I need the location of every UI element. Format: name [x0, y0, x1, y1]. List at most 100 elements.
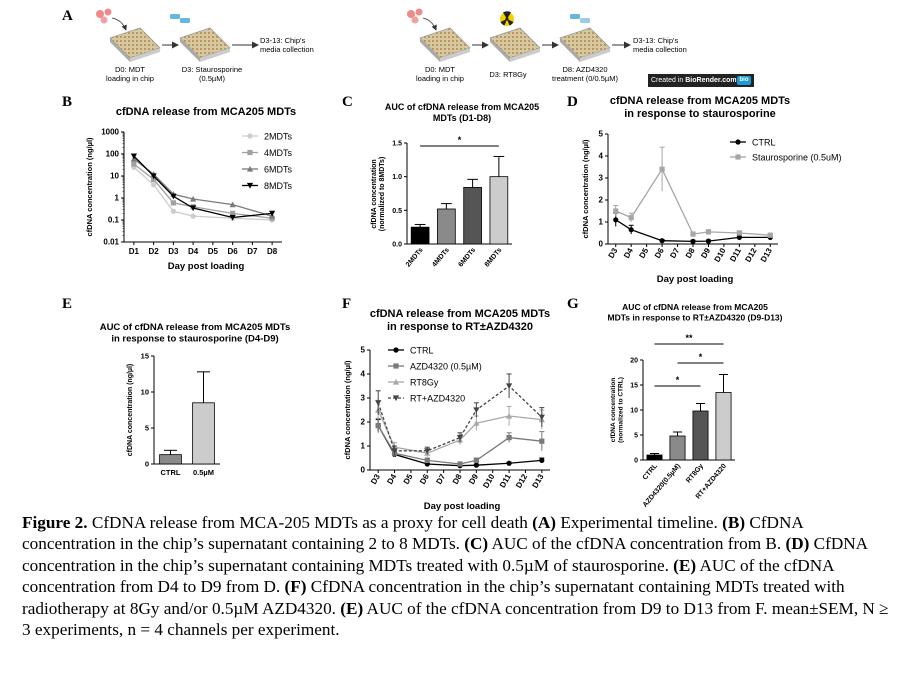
data-point-1	[424, 457, 430, 463]
chart-title-1: MDTs in response to RT±AZD4320 (D9-D13)	[607, 313, 782, 323]
legend-label-3: RT+AZD4320	[410, 394, 465, 404]
data-point-0	[170, 208, 176, 214]
chip-icon-d0-right	[419, 27, 471, 62]
y-tick-label: 0	[634, 458, 638, 465]
data-point-0	[659, 238, 665, 244]
y-tick-label: 5	[361, 346, 366, 355]
chart-title-1: MDTs (D1-D8)	[433, 113, 491, 123]
data-point-1	[539, 438, 545, 444]
y-axis-label-0: cfDNA concentration	[610, 378, 617, 442]
radiation-icon	[500, 11, 514, 26]
x-tick-label: D13	[759, 246, 774, 264]
timeline-right-d3-label: D3: RT8Gy	[489, 70, 527, 79]
bar-0	[159, 454, 182, 465]
chip-icon-d3-right	[489, 27, 541, 62]
chart-title-1: in response to staurosporine (D4-D9)	[111, 334, 278, 345]
x-tick-label: D8	[267, 247, 278, 256]
data-point-0	[690, 238, 696, 244]
bar-0	[646, 454, 663, 461]
timeline-left-end-label: D3-13: Chip's media collection	[260, 36, 314, 54]
chart-title-1: in response to RT±AZD4320	[387, 321, 533, 333]
x-tick-label: D3	[607, 246, 620, 260]
x-tick-label: D6	[418, 472, 431, 486]
x-tick-label: D8	[451, 472, 464, 486]
data-point-1	[473, 457, 479, 463]
data-point-1	[659, 166, 665, 172]
data-point-1	[131, 161, 137, 167]
legend-label-0: CTRL	[752, 138, 776, 148]
x-tick-label: RT8Gy	[685, 463, 705, 485]
caption-bold-2: (B)	[722, 513, 746, 532]
legend-label-2: RT8Gy	[410, 378, 439, 388]
data-point-3	[375, 400, 382, 406]
data-point-1	[375, 423, 381, 429]
chart-title: cfDNA release from MCA205 MDTs	[116, 106, 296, 118]
x-tick-label: 6MDTs	[457, 247, 477, 269]
biorender-credit-tag: bio	[739, 77, 749, 83]
biorender-credit-box	[648, 74, 754, 87]
panel-letter-a: A	[62, 8, 73, 24]
data-point-0	[613, 217, 619, 223]
timeline-left-d3-label: D3: Staurosporine (0.5µM)	[181, 65, 243, 83]
data-point-1	[767, 232, 773, 238]
x-tick-label: D9	[467, 472, 480, 486]
x-tick-label: D4	[385, 472, 398, 486]
y-axis-label-1: (normalized to CTRL)	[618, 377, 625, 443]
x-axis-label: Day post loading	[168, 261, 245, 272]
x-tick-label: D5	[208, 247, 219, 256]
data-point-3	[391, 448, 398, 454]
legend-label-1: 4MDTs	[264, 148, 293, 158]
figure-caption: Figure 2. CfDNA release from MCA-205 MDT…	[22, 512, 894, 640]
chip-icon-d3-left	[179, 27, 231, 62]
y-tick-label: 2	[599, 196, 604, 205]
x-tick-label: D6	[653, 246, 666, 260]
y-axis-label-0: cfDNA concentration (ng/µl)	[581, 139, 590, 239]
x-tick-label: D11	[498, 472, 513, 489]
chart-title-0: AUC of cfDNA release from MCA205 MDTs	[100, 322, 291, 333]
timeline-left-d0-label: D0: MDT loading in chip	[106, 65, 154, 83]
legend-marker-2	[246, 165, 254, 172]
caption-text-7: AUC of the cfDNA concentration from D9 t…	[22, 598, 889, 640]
y-tick-label: 10	[630, 408, 638, 415]
data-point-2	[505, 412, 513, 419]
legend-marker-1	[393, 363, 399, 369]
x-tick-label: CTRL	[161, 468, 181, 477]
y-axis-label-0: cfDNA concentration (ng/µl)	[343, 360, 352, 460]
legend-label-3: 8MDTs	[264, 181, 293, 191]
bar-2	[463, 187, 482, 245]
data-point-1	[151, 176, 157, 183]
panel-letter-f: F	[342, 296, 352, 312]
x-tick-label: 8MDTs	[484, 247, 504, 269]
y-tick-label: 10	[110, 172, 119, 181]
y-tick-label: 5	[634, 433, 638, 440]
legend-marker-3	[392, 395, 400, 402]
x-axis-label: Day post loading	[657, 274, 734, 285]
chart-title-1: in response to staurosporine	[624, 108, 776, 120]
timeline-right-d0-label: D0: MDT loading in chip	[416, 65, 464, 83]
data-point-1	[230, 210, 236, 216]
significance-label-0: **	[685, 333, 693, 343]
series-line-0	[377, 425, 542, 467]
chart-e: 0 5 10 15 CTRL 0.5µM AUC of cfDNA release from…	[100, 322, 291, 477]
data-point-0	[628, 227, 634, 233]
x-tick-label: D9	[699, 246, 712, 260]
chart-title-0: cfDNA release from MCA205 MDTs	[370, 308, 550, 320]
x-tick-label: D13	[530, 472, 545, 490]
y-axis-label-0: cfDNA concentration (ng/µl)	[85, 137, 94, 237]
series-line-2	[377, 409, 542, 454]
series-line-1	[133, 163, 273, 219]
biorender-credit: Created in BioRender.com	[651, 77, 737, 84]
data-point-1	[628, 215, 634, 221]
data-point-3	[505, 383, 513, 390]
series-line-1	[615, 167, 771, 236]
series-line-0	[615, 219, 771, 243]
legend-marker-2	[392, 378, 400, 385]
y-tick-label: 100	[106, 150, 120, 159]
panel-letter-c: C	[342, 94, 353, 110]
chart-b: 0.01 0.1 1 10 100 1000 D1 D2 D3 D4 D5 D6 D7 D8 2MDTs 4M…	[85, 106, 296, 272]
legend-marker-0	[393, 347, 399, 353]
caption-text-2: CfDNA concentration in the chip’s supern…	[22, 513, 803, 554]
significance-label-1: *	[699, 352, 703, 362]
data-point-3	[424, 448, 431, 454]
